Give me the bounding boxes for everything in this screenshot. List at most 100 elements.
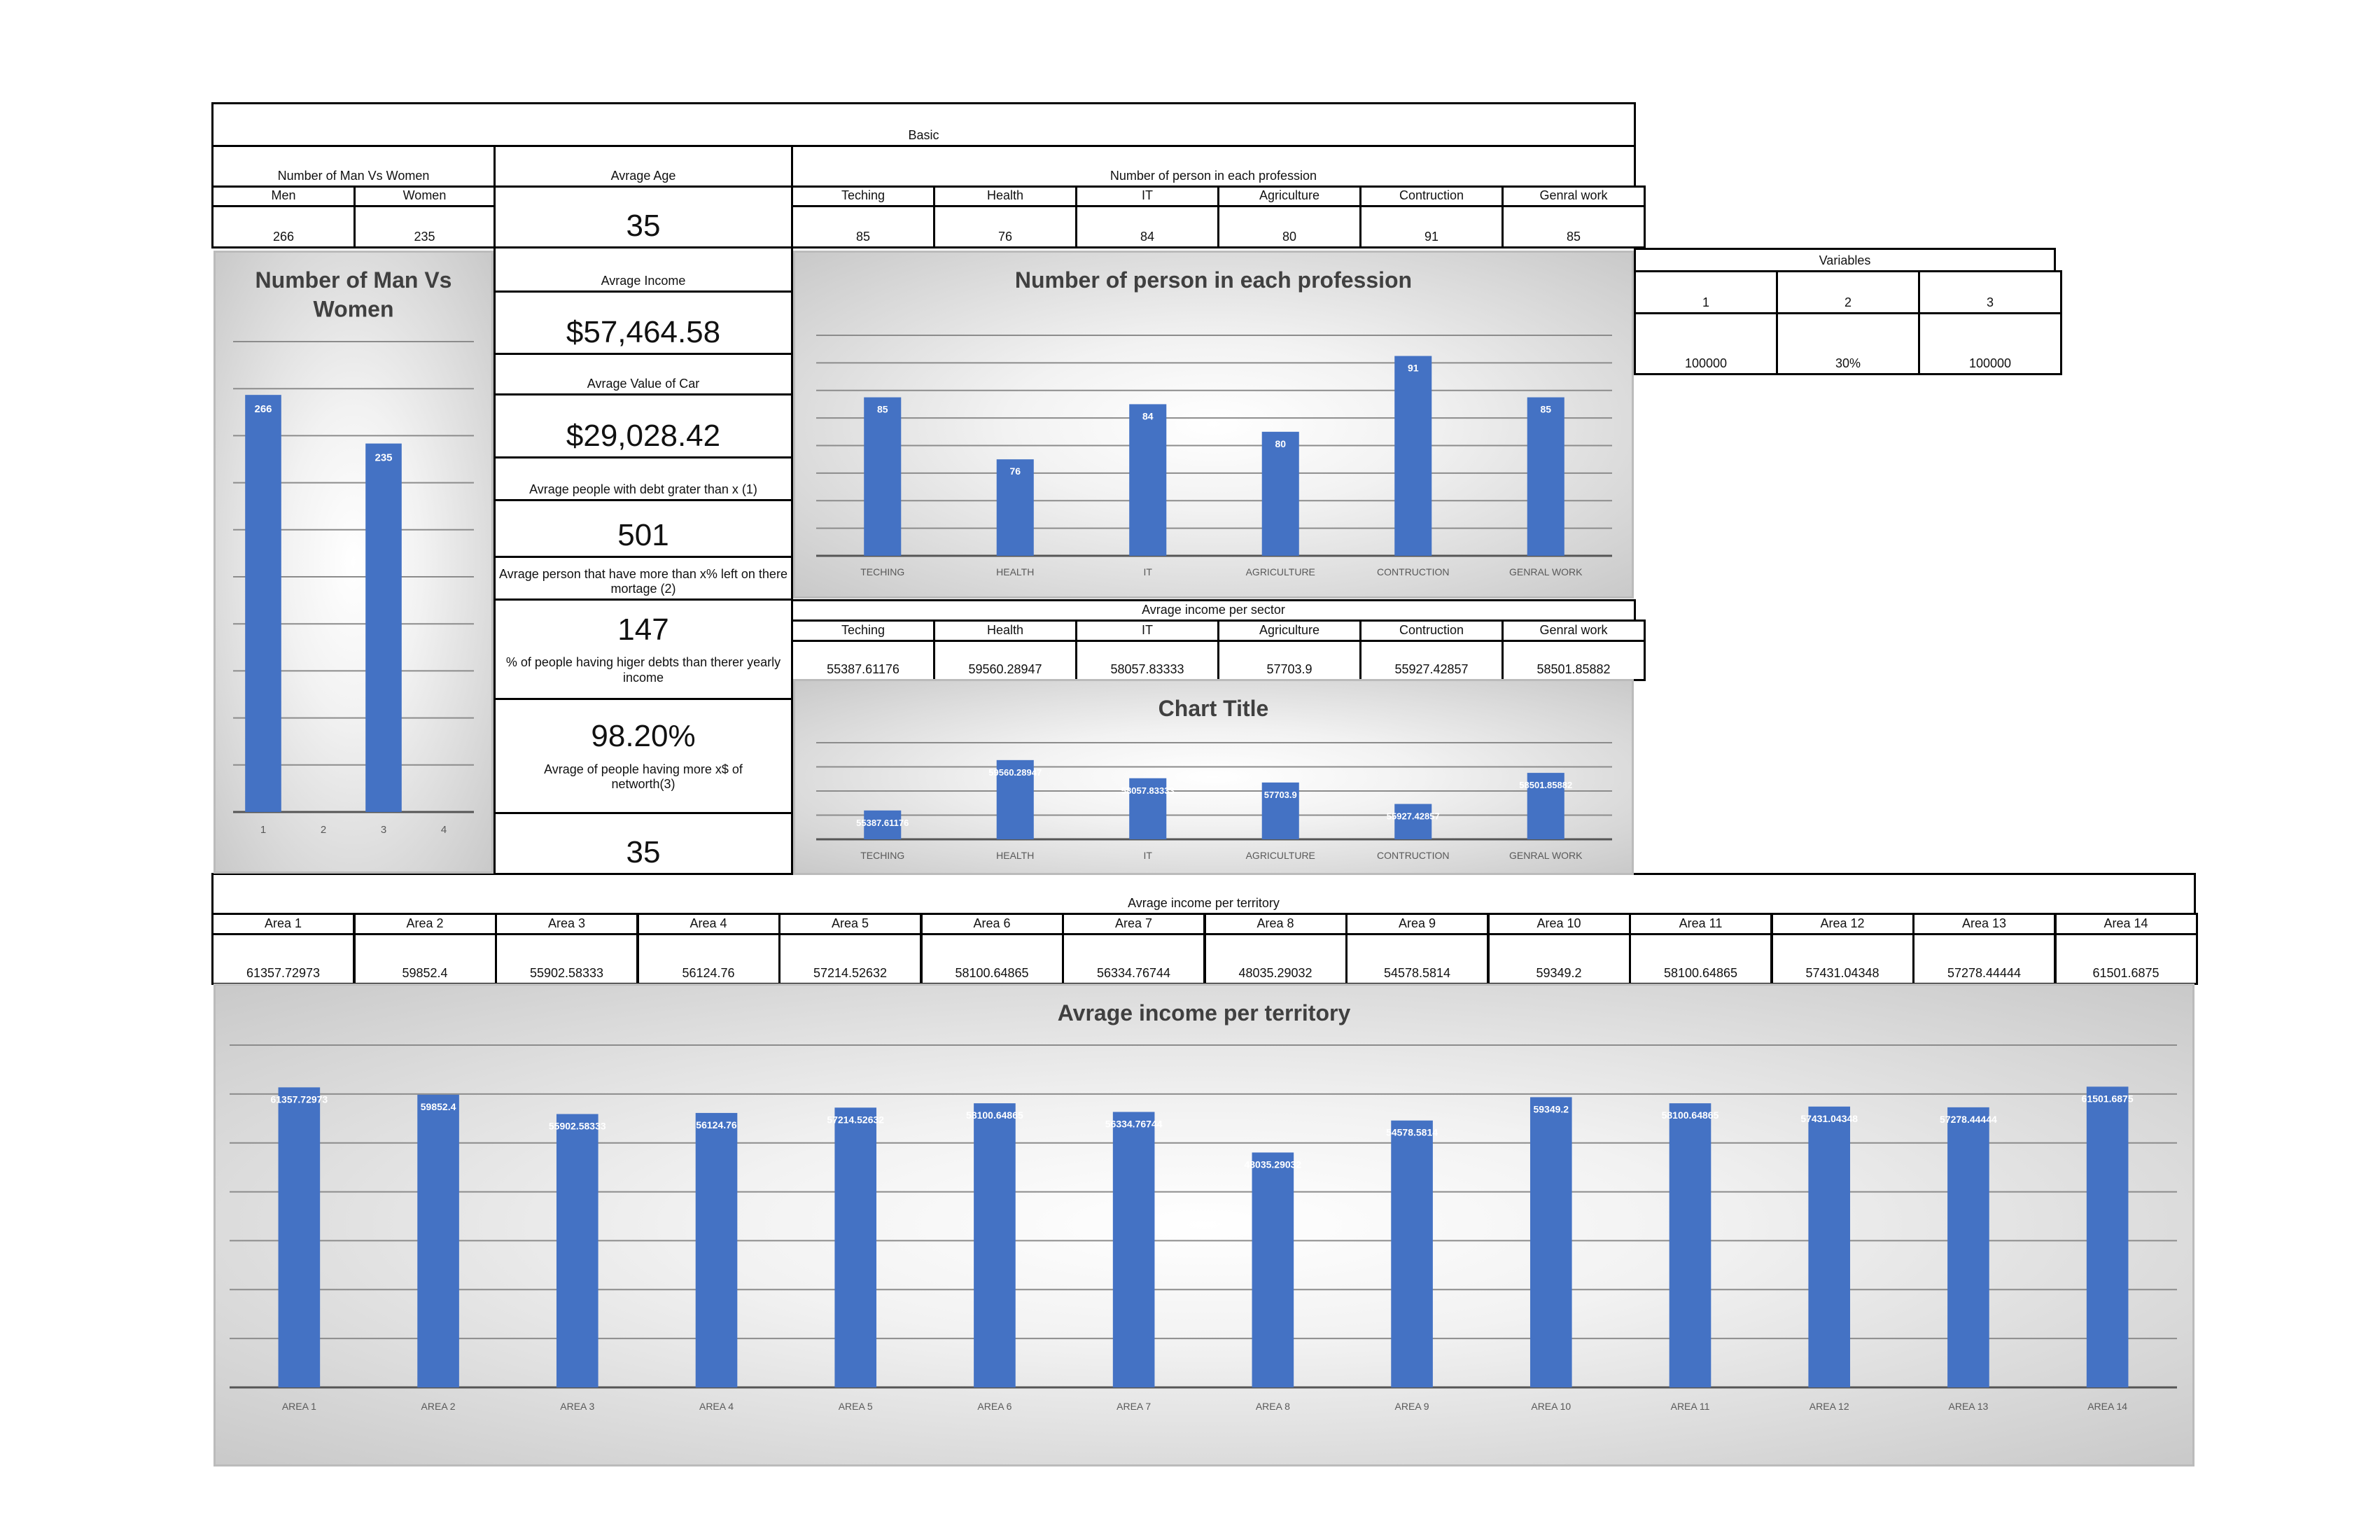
territory-header: Area 9 [1345,913,1489,935]
higher-debt-value: 98.20% [591,719,696,753]
sector-header: Contruction [1359,620,1504,642]
bar [1129,404,1167,556]
territory-value: 58100.64865 [920,933,1064,985]
tick-label: CONTRUCTION [1377,566,1449,578]
data-label: 54578.5814 [1386,1127,1438,1138]
chart-territory: Avrage income per territory 61357.72973 AR… [214,983,2194,1466]
data-label: 76 [1009,465,1021,477]
tick-label: 1 [260,824,266,836]
variable-header: 1 [1634,270,1778,314]
tick-label: AREA 9 [1395,1401,1429,1412]
income-label: Avrage Income [493,246,793,293]
bar [417,1094,459,1387]
tick-label: AREA 4 [699,1401,734,1412]
data-label: 57278.44444 [1940,1114,1997,1125]
profession-header: Health [933,186,1077,207]
sector-income-title: Avrage income per sector [791,599,1636,622]
tick-label: AREA 3 [560,1401,594,1412]
men-value: 266 [211,205,356,248]
bar [1808,1106,1851,1387]
bar [695,1112,738,1387]
chart-title: Number of person in each profession [1015,267,1412,293]
profession-value: 76 [933,205,1077,248]
mortgage-block: 147 % of people having higer debts than … [493,598,793,700]
men-label: Men [211,186,356,207]
territory-header: Area 1 [211,913,355,935]
bar [1530,1097,1572,1387]
sector-header: Teching [791,620,935,642]
tick-label: HEALTH [996,566,1034,578]
data-label: 55387.61176 [856,818,909,828]
sector-header: Genral work [1502,620,1646,642]
territory-value: 54578.5814 [1345,933,1489,985]
territory-header: Area 12 [1770,913,1914,935]
bar [1112,1112,1155,1387]
bar [245,395,281,812]
bar [1669,1103,1712,1387]
tick-label: CONTRUCTION [1377,850,1449,861]
women-label: Women [354,186,496,207]
variable-header: 2 [1776,270,1920,314]
data-label: 58501.85882 [1519,780,1572,790]
data-label: 58100.64865 [1662,1110,1719,1121]
tick-label: HEALTH [996,850,1034,861]
bar [834,1107,877,1387]
chart-title: Avrage income per territory [1058,1000,1351,1026]
data-label: 235 [374,452,392,464]
sector-value: 55387.61176 [791,640,935,681]
tick-label: 3 [381,824,386,836]
bar [1391,1120,1433,1387]
territory-header: Area 7 [1062,913,1205,935]
territory-header: Area 10 [1487,913,1631,935]
tick-label: AREA 7 [1116,1401,1151,1412]
bar [1252,1152,1294,1387]
territory-header: Area 13 [1912,913,2056,935]
territory-header: Area 5 [778,913,922,935]
data-label: 85 [1540,404,1551,415]
profession-value: 80 [1217,205,1362,248]
tick-label: 2 [321,824,326,836]
data-label: 85 [877,404,888,415]
profession-value: 85 [791,205,935,248]
data-label: 91 [1408,363,1419,374]
bar [864,810,902,839]
variable-value: 100000 [1634,312,1778,375]
sector-header: IT [1075,620,1219,642]
tick-label: AREA 6 [977,1401,1011,1412]
chart-profession: Number of person in each profession 85 TEC… [793,251,1634,598]
tick-label: 4 [441,824,447,836]
car-value: $29,028.42 [493,393,793,458]
women-value: 235 [354,205,496,248]
bar [278,1087,321,1387]
bar [1527,773,1564,839]
bar [556,1114,598,1387]
sector-header: Health [933,620,1077,642]
data-label: 48035.29032 [1244,1158,1301,1170]
bar [1394,356,1432,556]
territory-header: Area 14 [2054,913,2198,935]
chart-svg: Chart Title 55387.61176 TECHING 59560.28947… [816,696,1612,861]
data-label: 61357.72973 [270,1093,328,1105]
networth-value: 35 [493,812,793,875]
profession-header: Teching [791,186,935,207]
sector-value: 58057.83333 [1075,640,1219,681]
income-value: $57,464.58 [493,290,793,355]
mortgage-value: 147 [617,612,669,647]
profession-value: 85 [1502,205,1646,248]
territory-header: Area 4 [636,913,780,935]
territory-title: Avrage income per territory [211,873,2196,915]
bar [1261,782,1299,839]
tick-label: AREA 11 [1671,1401,1710,1412]
data-label: 84 [1142,410,1154,421]
tick-label: AREA 14 [2087,1401,2127,1412]
chart-title: Number of Man Vs [255,267,452,293]
tick-label: TECHING [860,850,904,861]
tick-label: AREA 13 [1949,1401,1989,1412]
higher-debt-block: 98.20% Avrage of people having more x$ o… [493,698,793,814]
higher-debt-label: % of people having higer debts than ther… [505,655,781,685]
variable-value: 30% [1776,312,1920,375]
profession-value: 91 [1359,205,1504,248]
tick-label: AGRICULTURE [1246,566,1315,578]
bar [365,443,402,812]
bar [2086,1086,2129,1387]
